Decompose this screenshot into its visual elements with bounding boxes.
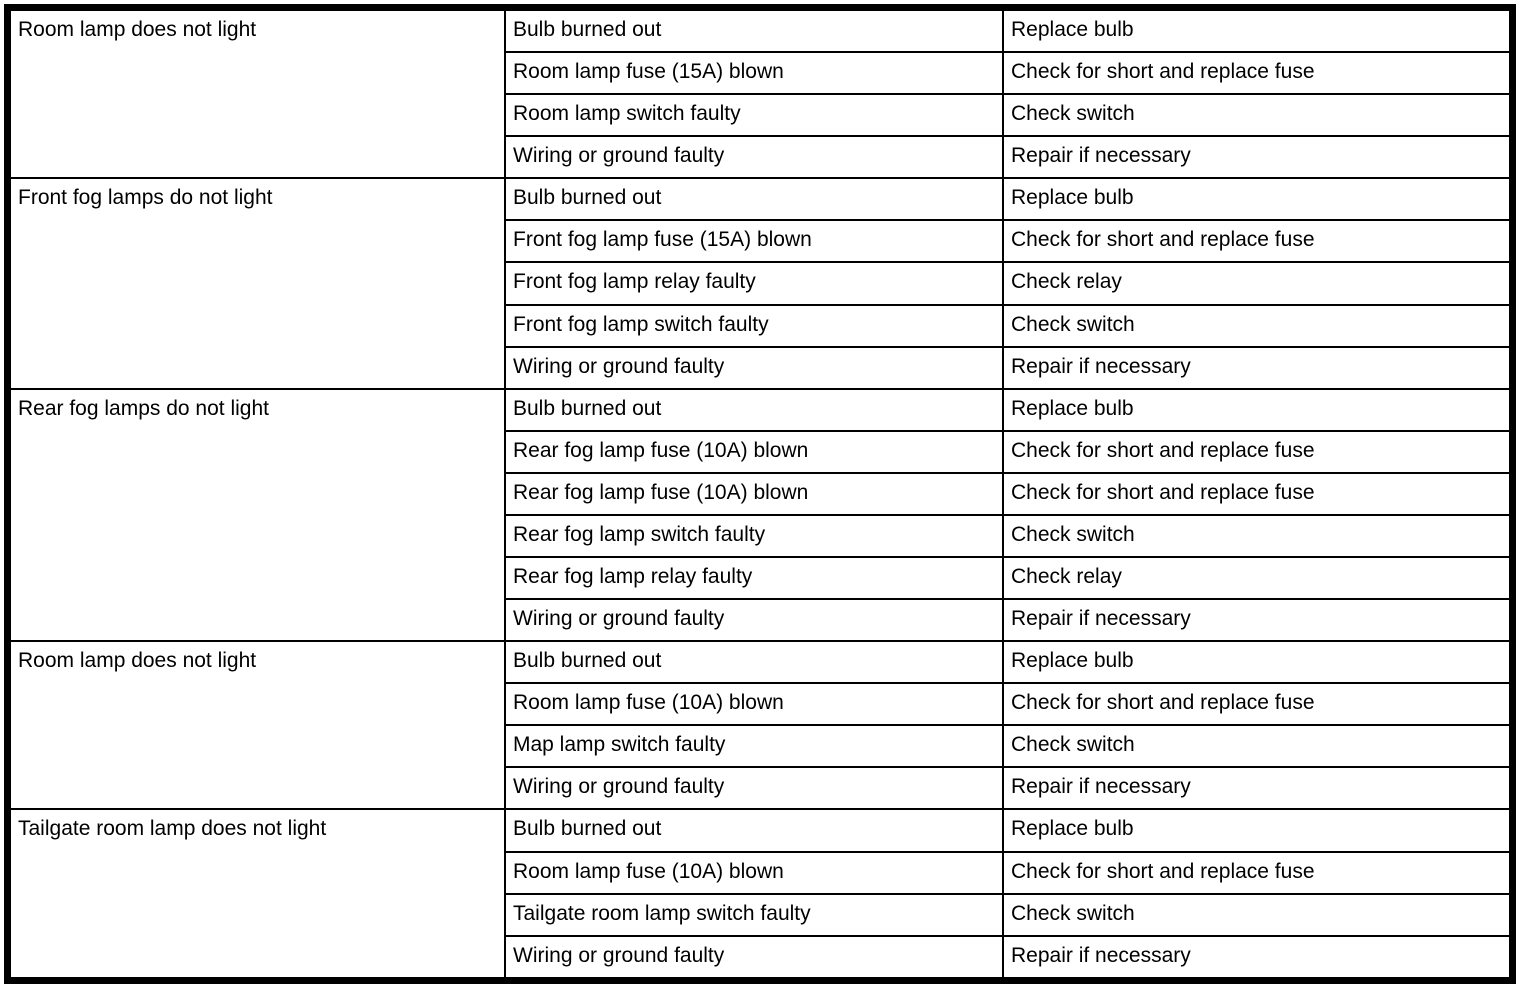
symptom-cell: Room lamp does not light — [9, 640, 506, 811]
cause-cell: Wiring or ground faulty — [504, 934, 1004, 980]
table-row: Room lamp fuse (15A) blown Check for shor… — [10, 51, 1511, 96]
table-row: Rear fog lamp fuse (10A) blown Check for … — [10, 471, 1511, 516]
remedy-cell: Check relay — [1002, 261, 1511, 306]
remedy-cell: Repair if necessary — [1002, 934, 1511, 980]
symptom-cell: Room lamp does not light — [9, 8, 506, 180]
table-row: Rear fog lamp relay faulty Check relay — [10, 556, 1511, 601]
cause-cell: Rear fog lamp fuse (10A) blown — [504, 429, 1004, 474]
cause-cell: Wiring or ground faulty — [504, 598, 1004, 643]
table-row: Tailgate room lamp does not light Bulb bu… — [9, 808, 1511, 979]
remedy-cell: Check relay — [1002, 556, 1511, 601]
table-row: Wiring or ground faulty Repair if necessa… — [10, 598, 1511, 643]
cause-cell: Map lamp switch faulty — [504, 724, 1004, 769]
cause-cell: Wiring or ground faulty — [504, 766, 1004, 811]
symptom-cell: Tailgate room lamp does not light — [9, 808, 506, 979]
remedy-cell: Repair if necessary — [1002, 598, 1511, 643]
remedy-cell: Check switch — [1002, 303, 1511, 348]
table-row: Rear fog lamp switch faulty Check switch — [10, 513, 1511, 559]
table-row: Front fog lamp fuse (15A) blown Check for… — [10, 219, 1511, 264]
cause-cell: Room lamp fuse (10A) blown — [504, 682, 1004, 727]
cause-cell: Rear fog lamp relay faulty — [504, 556, 1004, 601]
cause-cell: Front fog lamp fuse (15A) blown — [504, 219, 1004, 264]
cause-cell: Bulb burned out — [504, 387, 1004, 432]
remedy-cell: Replace bulb — [1002, 640, 1511, 685]
cause-cell: Bulb burned out — [504, 177, 1004, 222]
table-row: Rear fog lamp fuse (10A) blown Check for … — [10, 429, 1511, 474]
table-row: Wiring or ground faulty Repair if necessa… — [10, 766, 1511, 811]
cause-cell: Front fog lamp relay faulty — [504, 261, 1004, 306]
remedy-cell: Check switch — [1002, 724, 1511, 769]
table-row: Wiring or ground faulty Repair if necessa… — [10, 345, 1511, 390]
table-row: Room lamp does not light Bulb burned out R… — [9, 8, 1511, 180]
cause-cell: Room lamp fuse (10A) blown — [504, 850, 1004, 895]
troubleshooting-table-frame: Room lamp does not light Bulb burned out R… — [4, 4, 1516, 984]
table-row: Room lamp switch faulty Check switch — [10, 93, 1511, 138]
symptom-cell: Front fog lamps do not light — [9, 177, 506, 390]
table-row: Room lamp does not light Bulb burned out R… — [9, 640, 1511, 811]
remedy-cell: Check for short and replace fuse — [1002, 51, 1511, 96]
cause-cell: Room lamp switch faulty — [504, 93, 1004, 138]
remedy-cell: Repair if necessary — [1002, 766, 1511, 811]
cause-cell: Bulb burned out — [504, 808, 1004, 853]
cause-cell: Wiring or ground faulty — [504, 135, 1004, 180]
table-row: Front fog lamps do not light Bulb burned … — [9, 177, 1511, 390]
cause-cell: Room lamp fuse (15A) blown — [504, 51, 1004, 96]
table-row: Wiring or ground faulty Repair if necessa… — [10, 135, 1511, 180]
cause-cell: Front fog lamp switch faulty — [504, 303, 1004, 348]
remedy-cell: Check for short and replace fuse — [1002, 219, 1511, 264]
table-row: Map lamp switch faulty Check switch — [10, 724, 1511, 769]
cause-cell: Tailgate room lamp switch faulty — [504, 892, 1004, 937]
remedy-cell: Check for short and replace fuse — [1002, 682, 1511, 727]
remedy-cell: Replace bulb — [1002, 8, 1511, 54]
table-row: Rear fog lamps do not light Bulb burned o… — [9, 387, 1511, 643]
remedy-cell: Check switch — [1002, 892, 1511, 937]
cause-cell: Wiring or ground faulty — [504, 345, 1004, 390]
table-row: Room lamp fuse (10A) blown Check for shor… — [10, 682, 1511, 727]
remedy-cell: Check switch — [1002, 513, 1511, 559]
table-row: Wiring or ground faulty Repair if necessa… — [10, 934, 1511, 980]
table-row: Front fog lamp switch faulty Check switch — [10, 303, 1511, 348]
table-row: Tailgate room lamp switch faulty Check sw… — [10, 892, 1511, 937]
cause-cell: Rear fog lamp switch faulty — [504, 513, 1004, 559]
table-row: Front fog lamp relay faulty Check relay — [10, 261, 1511, 306]
cause-cell: Rear fog lamp fuse (10A) blown — [504, 471, 1004, 516]
cause-cell: Bulb burned out — [504, 640, 1004, 685]
remedy-cell: Replace bulb — [1002, 387, 1511, 432]
troubleshooting-table: Room lamp does not light Bulb burned out R… — [9, 8, 1511, 980]
remedy-cell: Repair if necessary — [1002, 345, 1511, 390]
remedy-cell: Replace bulb — [1002, 177, 1511, 222]
remedy-cell: Check for short and replace fuse — [1002, 850, 1511, 895]
remedy-cell: Check switch — [1002, 93, 1511, 138]
remedy-cell: Replace bulb — [1002, 808, 1511, 853]
remedy-cell: Check for short and replace fuse — [1002, 429, 1511, 474]
symptom-cell: Rear fog lamps do not light — [9, 387, 506, 643]
remedy-cell: Check for short and replace fuse — [1002, 471, 1511, 516]
cause-cell: Bulb burned out — [504, 8, 1004, 54]
troubleshooting-table-body: Room lamp does not light Bulb burned out R… — [9, 8, 1511, 980]
table-row: Room lamp fuse (10A) blown Check for shor… — [10, 850, 1511, 895]
remedy-cell: Repair if necessary — [1002, 135, 1511, 180]
